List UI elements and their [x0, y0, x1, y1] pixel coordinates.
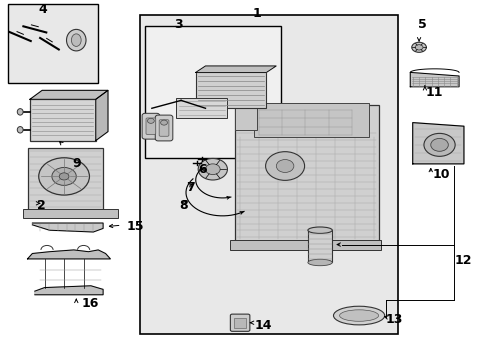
- Text: 14: 14: [254, 319, 271, 332]
- Ellipse shape: [17, 109, 23, 115]
- Ellipse shape: [307, 227, 331, 233]
- Bar: [30, 99, 96, 140]
- Text: 4: 4: [39, 3, 47, 16]
- Text: 5: 5: [417, 18, 426, 31]
- Text: 16: 16: [81, 297, 99, 310]
- Ellipse shape: [307, 259, 331, 266]
- Text: 8: 8: [179, 199, 187, 212]
- Circle shape: [430, 138, 447, 151]
- Circle shape: [147, 118, 154, 123]
- Circle shape: [198, 158, 227, 180]
- Polygon shape: [96, 90, 108, 140]
- Bar: [22, 209, 118, 218]
- Bar: [176, 98, 227, 118]
- Ellipse shape: [411, 42, 426, 52]
- Polygon shape: [30, 90, 108, 99]
- Bar: [8, 4, 98, 83]
- Polygon shape: [195, 66, 276, 72]
- FancyBboxPatch shape: [230, 314, 249, 331]
- Bar: [234, 103, 256, 130]
- Circle shape: [265, 152, 304, 180]
- Ellipse shape: [66, 30, 86, 51]
- Text: 6: 6: [198, 163, 207, 176]
- Text: 12: 12: [453, 254, 471, 267]
- Circle shape: [423, 134, 454, 156]
- Text: 10: 10: [431, 168, 449, 181]
- Circle shape: [59, 173, 69, 180]
- Bar: [234, 319, 245, 328]
- Circle shape: [52, 167, 76, 185]
- FancyBboxPatch shape: [142, 113, 159, 139]
- Polygon shape: [35, 286, 103, 295]
- Ellipse shape: [339, 310, 378, 321]
- Text: 13: 13: [385, 313, 403, 327]
- Polygon shape: [27, 250, 110, 259]
- Text: 11: 11: [425, 86, 443, 99]
- Ellipse shape: [71, 34, 81, 46]
- Bar: [307, 230, 331, 262]
- Text: 9: 9: [72, 157, 81, 170]
- FancyBboxPatch shape: [155, 115, 172, 141]
- Text: 15: 15: [126, 220, 143, 233]
- Bar: [234, 105, 378, 241]
- Text: 2: 2: [37, 199, 45, 212]
- FancyBboxPatch shape: [27, 148, 103, 211]
- Bar: [254, 103, 368, 137]
- FancyBboxPatch shape: [159, 120, 168, 136]
- Circle shape: [276, 159, 293, 172]
- Text: 3: 3: [174, 18, 183, 31]
- Bar: [195, 72, 266, 108]
- Ellipse shape: [17, 127, 23, 133]
- Circle shape: [160, 120, 167, 125]
- Ellipse shape: [414, 45, 422, 50]
- Polygon shape: [412, 123, 463, 164]
- Polygon shape: [32, 223, 103, 232]
- Bar: [140, 15, 397, 334]
- Ellipse shape: [333, 306, 384, 325]
- Text: 7: 7: [186, 181, 195, 194]
- Polygon shape: [409, 72, 458, 87]
- Bar: [229, 240, 380, 250]
- Circle shape: [39, 158, 89, 195]
- Text: 1: 1: [252, 7, 261, 20]
- Bar: [144, 26, 281, 158]
- Circle shape: [205, 164, 220, 175]
- FancyBboxPatch shape: [146, 118, 156, 134]
